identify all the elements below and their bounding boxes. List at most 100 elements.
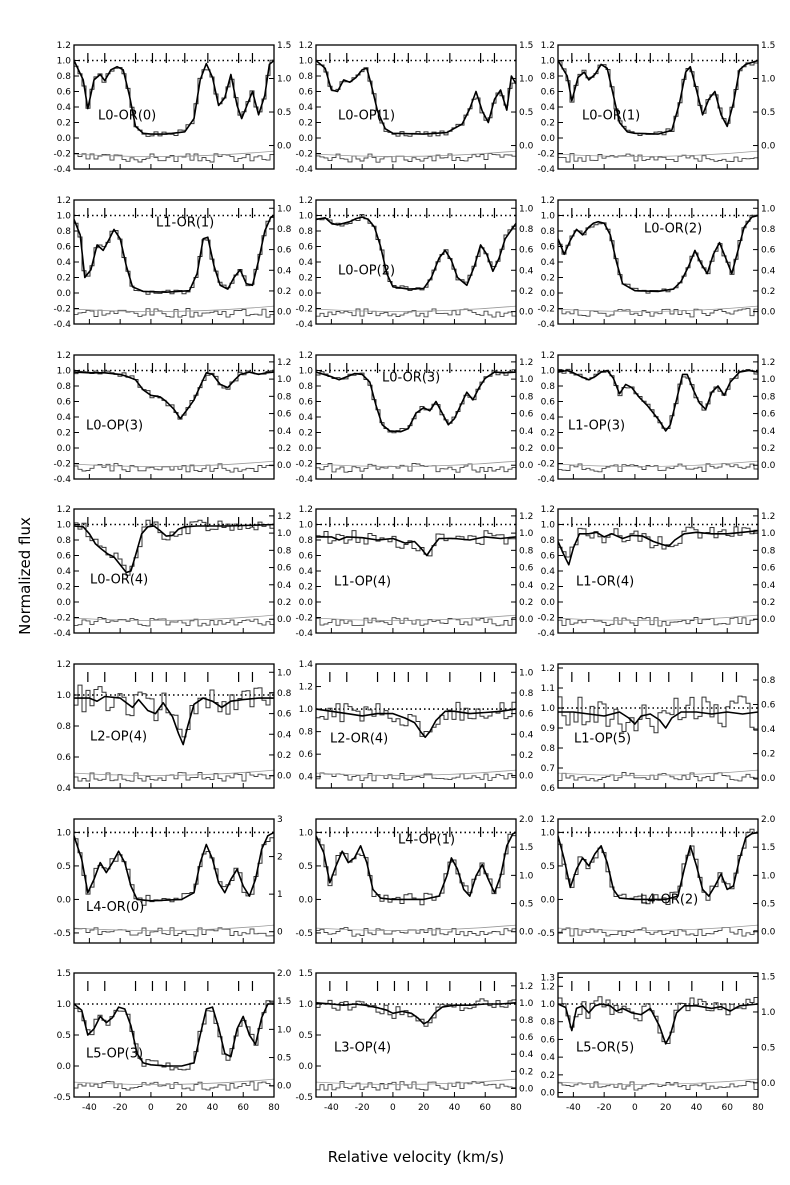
left-tick-label: 1.2 [299, 505, 313, 515]
left-tick-label: -0.2 [295, 305, 313, 315]
left-tick-label: 0.8 [57, 72, 72, 82]
left-tick-label: 0.8 [299, 382, 314, 392]
model-fit [316, 216, 516, 290]
right-tick-label: 0.4 [761, 266, 776, 276]
panel: 1.2 1.0 0.8 0.6 0.4 0.2 0.0 -0.2 -0.4 1.2 1.0 0.8 0.… [537, 351, 775, 485]
right-tick-label: 1.0 [277, 204, 292, 214]
left-tick-label: 0.0 [541, 598, 556, 608]
error-envelope [74, 460, 274, 467]
right-tick-label: 0.5 [761, 1043, 775, 1053]
left-tick-label: 0.4 [299, 258, 314, 268]
right-tick-label: 0.4 [519, 266, 534, 276]
left-tick-label: 0.2 [541, 429, 555, 439]
left-tick-label: -0.5 [295, 1093, 313, 1103]
right-tick-label: 0.2 [761, 598, 775, 608]
right-tick-label: 2 [277, 853, 283, 863]
error-envelope [316, 305, 516, 312]
left-tick-label: 0.8 [299, 227, 314, 237]
left-tick-label: -0.4 [537, 165, 555, 175]
panel-plot [74, 981, 274, 1091]
left-tick-label: 1.2 [57, 196, 71, 206]
right-tick-label: 0.0 [277, 772, 292, 782]
right-tick-label: 0.6 [519, 410, 534, 420]
panel-frame [315, 508, 517, 634]
right-tick-label: 0.5 [519, 108, 533, 118]
error-envelope [558, 614, 758, 621]
left-tick-label: 1.0 [541, 704, 556, 714]
panel-frame [557, 44, 759, 170]
right-tick-label: 0.0 [277, 461, 292, 471]
left-tick-label: 1.2 [541, 815, 555, 825]
panel: 1.2 1.0 0.8 0.6 0.4 0.2 0.0 -0.2 -0.4 1.2 1.0 0.8 0.… [295, 351, 533, 485]
right-tick-label: 0.4 [277, 427, 292, 437]
left-tick-label: -0.2 [537, 614, 555, 624]
panel: 1.2 1.0 0.8 0.6 0.4 0.2 0.0 -0.2 -0.4 1.0 0.8 0.6 0.… [295, 196, 533, 330]
right-tick-label: 0.4 [277, 581, 292, 591]
left-tick-label: 0.5 [299, 862, 313, 872]
left-tick-label: 0.4 [541, 567, 556, 577]
panel-label: L0-OR(2) [644, 222, 702, 237]
right-tick-label: 1.2 [277, 358, 291, 368]
left-tick-label: 1.0 [57, 1000, 72, 1010]
error-envelope [316, 1078, 516, 1085]
left-tick-label: 0.8 [541, 72, 556, 82]
error-envelope [558, 460, 758, 467]
right-tick-label: 0.8 [277, 546, 292, 556]
left-tick-label: 1.0 [299, 212, 314, 222]
right-tick-label: 1.0 [519, 529, 534, 539]
panel-plot [74, 672, 274, 782]
left-tick-label: 0.6 [541, 398, 556, 408]
left-tick-label: 0.0 [299, 134, 314, 144]
panel-label: L0-OR(1) [582, 108, 640, 123]
right-tick-label: 0.0 [277, 615, 292, 625]
left-tick-label: 0.2 [541, 1071, 555, 1081]
left-tick-label: 0.4 [57, 784, 72, 794]
left-tick-label: 0.8 [57, 722, 72, 732]
panel-label: L3-OP(4) [334, 1040, 391, 1055]
left-tick-label: 0.2 [57, 583, 71, 593]
panel-plot [74, 827, 274, 937]
x-tick-label: -20 [113, 1103, 128, 1113]
left-tick-label: -0.2 [53, 150, 71, 160]
right-tick-label: 0.2 [519, 598, 533, 608]
right-tick-label: 2.0 [519, 815, 534, 825]
left-tick-label: 0.6 [299, 88, 314, 98]
panel-plot [558, 827, 758, 937]
residuals [558, 463, 758, 473]
error-envelope [558, 305, 758, 312]
left-tick-label: 1.3 [541, 973, 555, 983]
left-tick-label: 1.1 [541, 684, 555, 694]
left-tick-label: 0.6 [541, 243, 556, 253]
x-tick-label: -40 [82, 1103, 97, 1113]
right-tick-label: 0.0 [519, 308, 534, 318]
residuals [316, 927, 516, 937]
right-tick-label: 0.0 [761, 308, 776, 318]
right-tick-label: 0.6 [277, 564, 292, 574]
panel-frame [73, 508, 275, 634]
left-tick-label: -0.2 [537, 305, 555, 315]
panel-frame [315, 663, 517, 789]
x-tick-label: 20 [418, 1103, 430, 1113]
model-fit [316, 1002, 516, 1025]
left-tick-label: 0.0 [57, 1062, 72, 1072]
right-tick-label: 1.2 [761, 358, 775, 368]
panel-frame [315, 972, 517, 1098]
left-tick-label: 0.0 [299, 895, 314, 905]
right-tick-label: 0.8 [519, 225, 534, 235]
panel-plot [558, 981, 758, 1091]
x-tick-label: 60 [480, 1103, 492, 1113]
x-tick-label: 20 [660, 1103, 672, 1113]
right-tick-label: 0.6 [519, 564, 534, 574]
panel: 1.2 1.0 0.5 0.0 -0.5 2.0 1.5 1.0 0.5 0.0 L4-OR(2) [537, 815, 776, 944]
left-tick-label: 1.4 [299, 660, 314, 670]
left-tick-label: 0.0 [299, 1062, 314, 1072]
left-tick-label: 0.6 [57, 398, 72, 408]
right-tick-label: 1.2 [519, 982, 533, 992]
right-tick-label: 0.4 [519, 1050, 534, 1060]
panel-frame [557, 972, 759, 1098]
left-tick-label: -0.4 [537, 629, 555, 639]
right-tick-label: 0.8 [761, 546, 776, 556]
error-envelope [74, 150, 274, 157]
observed-spectrum [316, 64, 516, 137]
